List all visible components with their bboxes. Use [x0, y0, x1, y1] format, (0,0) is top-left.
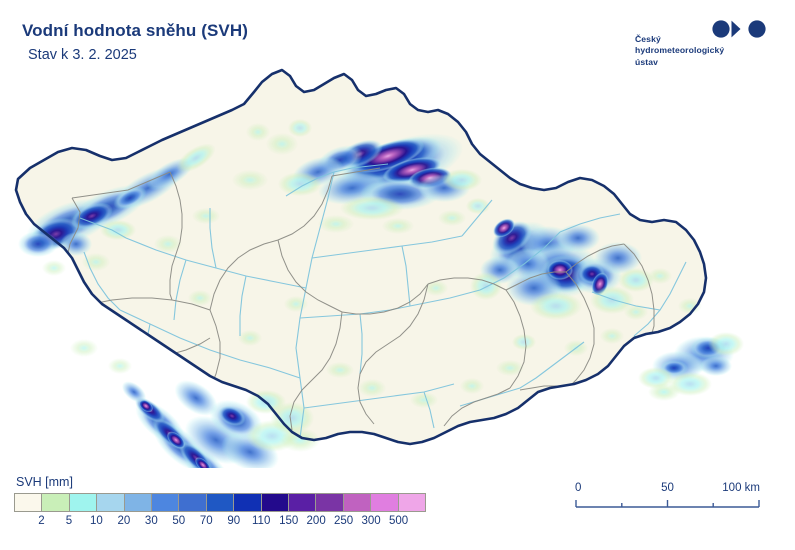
scale-label-2: 100 km: [722, 482, 760, 494]
scale-bar-graphic: [575, 500, 760, 508]
legend-swatch-1: [42, 494, 70, 511]
scale-bar-labels: 0 50 100 km: [575, 482, 760, 497]
svh-field-krkonose: [278, 133, 482, 220]
legend-tick-200: 200: [306, 515, 326, 527]
legend-swatch-10: [289, 494, 317, 511]
legend-swatch-4: [124, 494, 153, 511]
legend-tick-150: 150: [279, 515, 299, 527]
scale-bar: 0 50 100 km: [575, 482, 760, 511]
snow-water-equivalent-raster: [18, 119, 744, 468]
map-region-borders: [65, 167, 655, 431]
legend-swatch-5: [152, 494, 180, 511]
legend-color-bar: [14, 493, 426, 512]
map-canvas[interactable]: [0, 48, 795, 468]
page-title: Vodní hodnota sněhu (SVH): [22, 21, 248, 40]
legend-swatch-2: [69, 494, 98, 511]
legend-title: SVH [mm]: [16, 475, 73, 489]
legend-tick-5: 5: [65, 515, 73, 527]
legend-swatch-6: [179, 494, 207, 511]
legend-tick-300: 300: [361, 515, 381, 527]
header-title-block: Vodní hodnota sněhu (SVH) Stav k 3. 2. 2…: [22, 21, 248, 63]
legend-tick-500: 500: [388, 515, 409, 527]
legend-tick-2: 2: [38, 515, 45, 527]
legend-swatch-0: [15, 494, 43, 511]
legend: SVH [mm] 2 5 10 20 30 50 70 90 110 150 200 250 300 50…: [14, 475, 426, 531]
map-graphic: [14, 68, 744, 468]
legend-swatch-7: [206, 494, 235, 511]
scale-label-0: 0: [575, 482, 582, 494]
legend-tick-10: 10: [89, 515, 103, 527]
legend-swatch-3: [97, 494, 125, 511]
legend-swatch-8: [234, 494, 262, 511]
svh-field-krusne-hory: [18, 143, 216, 257]
legend-tick-50: 50: [172, 515, 186, 527]
chmi-logo-mark: [711, 20, 767, 43]
svh-field-beskydy: [638, 332, 744, 401]
legend-swatch-11: [316, 494, 344, 511]
legend-swatch-14: [398, 494, 426, 511]
svh-field-lowlands: [42, 119, 702, 408]
legend-swatch-12: [343, 494, 372, 511]
page-subtitle: Stav k 3. 2. 2025: [28, 46, 137, 63]
legend-tick-20: 20: [117, 515, 131, 527]
logo-line-3: ústav: [635, 56, 658, 67]
legend-swatch-9: [261, 494, 290, 511]
legend-swatch-13: [371, 494, 399, 511]
legend-tick-70: 70: [199, 515, 213, 527]
logo-line-2: hydrometeorologický: [635, 45, 725, 56]
legend-tick-30: 30: [144, 515, 158, 527]
legend-tick-110: 110: [252, 515, 271, 527]
map-country-border: [14, 68, 708, 446]
scale-label-1: 50: [661, 482, 674, 494]
chmi-logo-text: Český hydrometeorologický ústav: [635, 34, 724, 68]
legend-tick-labels: 2 5 10 20 30 50 70 90 110 150 200 250 300 500: [14, 515, 426, 531]
legend-tick-90: 90: [227, 515, 241, 527]
logo-line-1: Český: [635, 34, 661, 44]
legend-tick-250: 250: [334, 515, 354, 527]
chmi-logo: Český hydrometeorologický ústav: [635, 20, 767, 76]
svh-field-sumava: [121, 380, 320, 468]
